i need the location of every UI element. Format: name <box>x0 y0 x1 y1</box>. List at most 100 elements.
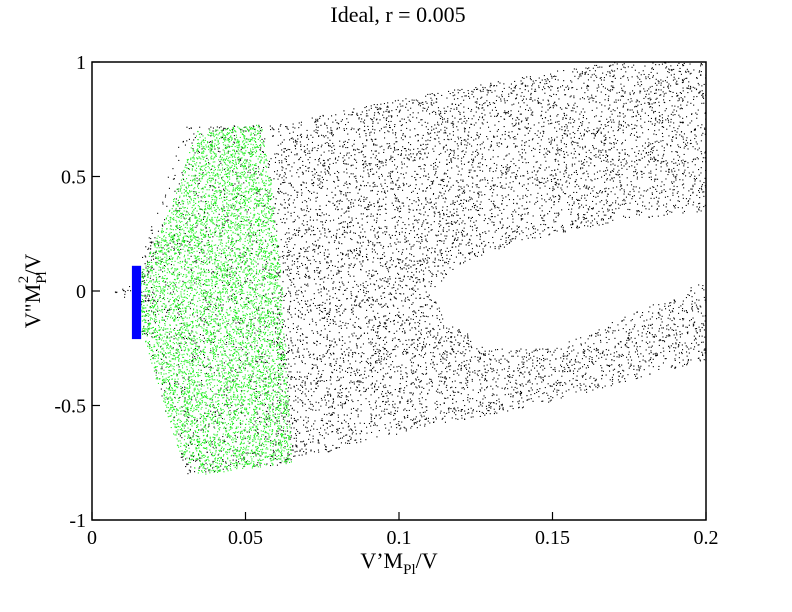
data-point <box>624 380 626 382</box>
data-point <box>456 372 458 374</box>
data-point <box>536 357 538 359</box>
data-point <box>345 147 347 149</box>
data-point <box>700 151 702 153</box>
data-point <box>527 207 529 209</box>
data-point <box>573 171 575 173</box>
data-point <box>343 231 345 233</box>
data-point <box>665 178 667 180</box>
data-point <box>519 393 521 395</box>
data-point <box>449 394 451 396</box>
data-point <box>421 119 423 121</box>
data-point <box>434 368 436 370</box>
data-point <box>543 220 545 222</box>
data-point <box>390 377 392 379</box>
data-point <box>298 273 300 275</box>
data-point <box>424 153 426 155</box>
data-point <box>469 252 471 254</box>
data-point <box>505 155 507 157</box>
data-point <box>482 179 484 181</box>
data-point <box>384 190 386 192</box>
data-point <box>187 411 189 413</box>
data-point <box>536 383 538 385</box>
data-point <box>407 276 409 278</box>
data-point <box>513 231 515 233</box>
data-point <box>593 137 595 139</box>
data-point <box>405 150 407 152</box>
data-point <box>617 342 619 344</box>
data-point <box>375 164 377 166</box>
data-point <box>527 189 529 191</box>
data-point <box>549 363 551 365</box>
data-point <box>665 308 667 310</box>
data-point <box>690 290 692 292</box>
data-point <box>285 437 287 439</box>
data-point <box>543 86 545 88</box>
data-point <box>437 234 439 236</box>
data-point <box>479 370 481 372</box>
data-point <box>434 346 436 348</box>
data-point <box>145 256 147 258</box>
data-point <box>430 202 432 204</box>
data-point <box>405 148 407 150</box>
data-point <box>617 99 619 101</box>
data-point <box>401 331 403 333</box>
data-point <box>351 111 353 113</box>
data-point <box>405 98 407 100</box>
data-point <box>679 116 681 118</box>
data-point <box>701 134 703 136</box>
data-point <box>458 249 460 251</box>
data-point <box>425 373 427 375</box>
data-point <box>329 352 331 354</box>
data-point <box>604 105 606 107</box>
data-point <box>272 135 274 137</box>
data-point <box>384 384 386 386</box>
data-point <box>318 432 320 434</box>
data-point <box>579 74 581 76</box>
data-point <box>549 351 551 353</box>
data-point <box>326 391 328 393</box>
data-point <box>372 122 374 124</box>
data-point <box>280 134 282 136</box>
data-point <box>648 93 650 95</box>
data-point <box>676 192 678 194</box>
data-point <box>478 187 480 189</box>
data-point <box>330 127 332 129</box>
data-point <box>660 170 662 172</box>
data-point <box>163 319 165 321</box>
data-point <box>331 414 333 416</box>
data-point <box>265 240 267 242</box>
data-point <box>666 66 668 68</box>
data-point <box>443 146 445 148</box>
data-point <box>629 92 631 94</box>
data-point <box>535 161 537 163</box>
data-point <box>362 176 364 178</box>
data-point <box>385 392 387 394</box>
data-point <box>569 117 571 119</box>
data-point <box>362 213 364 215</box>
data-point <box>575 171 577 173</box>
data-point <box>663 189 665 191</box>
data-point <box>625 324 627 326</box>
data-point <box>351 217 353 219</box>
data-point <box>594 218 596 220</box>
data-point <box>449 133 451 135</box>
data-point <box>648 172 650 174</box>
data-point <box>318 276 320 278</box>
data-point <box>349 183 351 185</box>
data-point <box>360 205 362 207</box>
data-point <box>653 133 655 135</box>
data-point <box>322 424 324 426</box>
data-point <box>493 85 495 87</box>
data-point <box>127 289 129 291</box>
data-point <box>323 286 325 288</box>
data-point <box>338 242 340 244</box>
data-point <box>212 467 214 469</box>
data-point <box>504 110 506 112</box>
data-point <box>370 343 372 345</box>
data-point <box>685 139 687 141</box>
data-point <box>380 360 382 362</box>
data-point <box>409 288 411 290</box>
data-point <box>617 140 619 142</box>
data-point <box>467 336 469 338</box>
data-point <box>664 196 666 198</box>
